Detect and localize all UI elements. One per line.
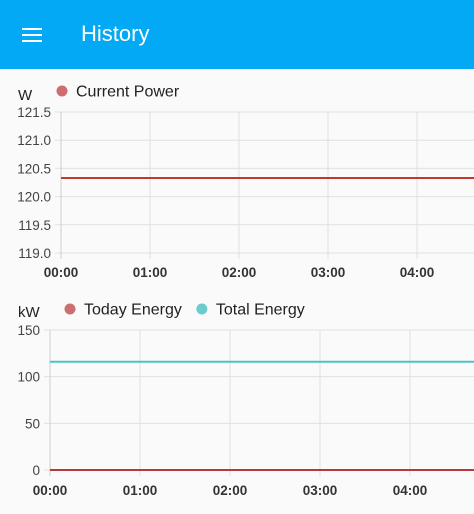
legend-label[interactable]: Total Energy	[216, 302, 305, 319]
x-tick-label: 01:00	[123, 483, 158, 498]
page-title: History	[81, 21, 150, 46]
y-tick-label: 100	[17, 370, 40, 385]
x-tick-label: 03:00	[311, 265, 346, 280]
y-tick-label: 121.5	[17, 105, 51, 120]
y-tick-label: 0	[32, 463, 40, 478]
app-header: History	[0, 0, 474, 69]
y-tick-label: 150	[17, 323, 40, 338]
x-tick-label: 03:00	[303, 483, 338, 498]
x-tick-label: 00:00	[33, 483, 68, 498]
y-tick-label: 50	[25, 416, 40, 431]
x-tick-label: 02:00	[213, 483, 248, 498]
legend-swatch	[64, 303, 76, 315]
energy-chart: kW Today Energy Total Energy 0 50 100 150 00:00…	[0, 296, 474, 509]
y-tick-label: 121.0	[17, 133, 51, 148]
y-tick-label: 120.0	[17, 190, 51, 205]
legend-swatch	[196, 303, 208, 315]
chart-svg: kW Today Energy Total Energy 0 50 100 150 00:00…	[17, 302, 474, 498]
x-tick-label: 02:00	[222, 265, 257, 280]
y-unit-label: W	[18, 87, 33, 104]
x-tick-label: 04:00	[400, 265, 435, 280]
current-power-chart: W Current Power 119.0 119.5 120.0 120.5 121.0 1…	[0, 78, 474, 290]
legend-label[interactable]: Current Power	[76, 84, 180, 101]
y-tick-label: 119.5	[18, 218, 51, 233]
y-unit-label: kW	[18, 304, 41, 321]
legend-label[interactable]: Today Energy	[84, 302, 182, 319]
x-tick-label: 01:00	[133, 265, 168, 280]
x-tick-label: 00:00	[44, 265, 79, 280]
y-tick-label: 120.5	[17, 161, 51, 176]
y-tick-label: 119.0	[18, 246, 51, 261]
x-tick-label: 04:00	[393, 483, 428, 498]
chart-svg: W Current Power 119.0 119.5 120.0 120.5 121.0 1…	[17, 84, 474, 280]
legend-swatch	[56, 85, 68, 97]
menu-icon[interactable]	[12, 15, 52, 55]
